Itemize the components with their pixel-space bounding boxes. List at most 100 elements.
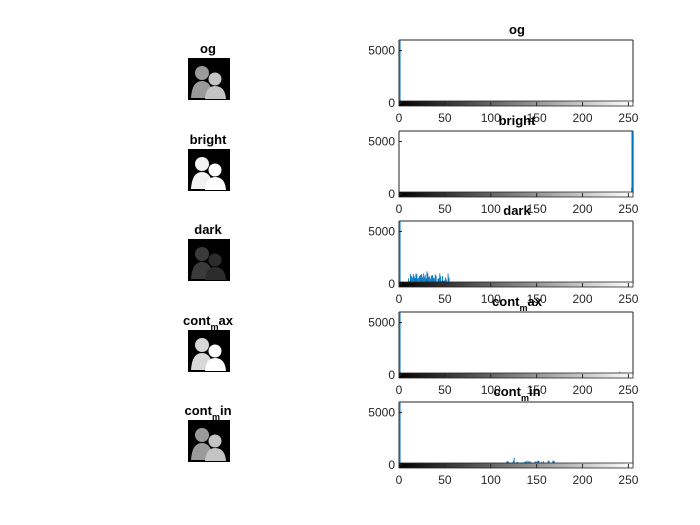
histogram-title-4: contmin (493, 384, 540, 403)
person-right-head (208, 163, 222, 177)
histogram-title-3: contmax (492, 294, 543, 313)
x-tick-label: 250 (618, 473, 638, 487)
x-tick-label: 100 (481, 202, 501, 216)
x-tick-label: 150 (527, 111, 547, 125)
x-tick-label: 150 (527, 383, 547, 397)
x-tick-label: 150 (527, 202, 547, 216)
histogram-bar (444, 277, 446, 284)
person-right-head (208, 253, 222, 267)
y-tick-label: 5000 (368, 44, 395, 58)
x-tick-label: 100 (481, 111, 501, 125)
person-right-body (205, 267, 226, 280)
y-tick-label: 0 (388, 187, 395, 201)
histogram-bar (422, 273, 424, 284)
histogram-title-1: bright (499, 113, 536, 128)
histogram-bar (448, 277, 450, 284)
histogram-bar (415, 273, 417, 284)
x-tick-label: 250 (618, 292, 638, 306)
y-tick-label: 0 (388, 96, 395, 110)
histogram-bar (442, 276, 444, 284)
histogram-bar (418, 277, 420, 284)
x-tick-label: 50 (438, 111, 452, 125)
y-tick-label: 0 (388, 368, 395, 382)
histogram-bar (412, 274, 414, 284)
histogram-bar (399, 312, 401, 375)
histogram-title-0: og (509, 22, 525, 37)
person-right-body (205, 86, 226, 99)
x-tick-label: 0 (396, 383, 403, 397)
histogram-bar (437, 278, 439, 284)
histogram-bar (429, 276, 431, 284)
person-left-head (195, 66, 209, 80)
y-tick-label: 5000 (368, 135, 395, 149)
x-tick-label: 50 (438, 473, 452, 487)
person-left-head (195, 247, 209, 261)
histogram-bar (438, 277, 440, 284)
histogram-bar (513, 457, 515, 465)
histogram-axes: 0 5000 0 50 100 150 200 250 bright (368, 113, 638, 216)
histogram-bar (428, 277, 430, 284)
y-tick-label: 0 (388, 277, 395, 291)
histogram-bar (411, 277, 413, 284)
x-tick-label: 200 (573, 111, 593, 125)
image-title-0: og (200, 41, 216, 56)
person-right-head (208, 344, 222, 358)
histogram-axes: 0 5000 0 50 100 150 200 250 contmax (368, 294, 638, 397)
histogram-bar (421, 277, 423, 284)
panel-0: og 0 5000 0 50 100 150 200 250 og (188, 22, 639, 125)
histogram-bar (427, 273, 429, 284)
histogram-bar (419, 275, 421, 284)
image-panel: bright (188, 132, 230, 191)
histogram-bar (410, 276, 412, 284)
gray-colorbar (398, 281, 634, 288)
person-right-body (205, 358, 226, 371)
y-tick-label: 5000 (368, 316, 395, 330)
person-right-head (208, 72, 222, 86)
x-tick-label: 50 (438, 292, 452, 306)
histogram-bar (417, 278, 419, 284)
x-tick-label: 150 (527, 292, 547, 306)
image-title-4: contmin (184, 403, 231, 422)
gray-colorbar (398, 191, 634, 198)
histogram-bar (399, 40, 401, 103)
histogram-bar (408, 278, 410, 284)
person-left-head (195, 338, 209, 352)
x-tick-label: 150 (527, 473, 547, 487)
histogram-bar (399, 402, 401, 465)
x-tick-label: 100 (481, 473, 501, 487)
person-right-body (205, 448, 226, 461)
histogram-bar (420, 275, 422, 284)
gray-colorbar (398, 100, 634, 107)
x-tick-label: 100 (481, 292, 501, 306)
histogram-bar (435, 275, 437, 284)
gray-colorbar (398, 372, 634, 379)
histogram-bar (440, 276, 442, 284)
x-tick-label: 250 (618, 202, 638, 216)
histogram-bar (434, 274, 436, 284)
histogram-bar (423, 276, 425, 284)
gray-colorbar (398, 462, 634, 469)
histogram-bar (399, 221, 401, 284)
image-panel: contmin (184, 403, 232, 462)
x-tick-label: 200 (573, 383, 593, 397)
y-tick-label: 5000 (368, 406, 395, 420)
image-panel: og (188, 41, 230, 100)
histogram-bar (430, 278, 432, 284)
x-tick-label: 0 (396, 473, 403, 487)
x-tick-label: 200 (573, 292, 593, 306)
histogram-bar (421, 274, 422, 284)
x-tick-label: 250 (618, 111, 638, 125)
histogram-bar (431, 275, 433, 284)
histogram-bar (416, 274, 418, 284)
panel-1: bright 0 5000 0 50 100 150 200 250 bright (188, 113, 639, 216)
image-title-1: bright (190, 132, 227, 147)
image-title-2: dark (194, 222, 222, 237)
x-tick-label: 200 (573, 473, 593, 487)
histogram-bar (432, 277, 434, 284)
x-tick-label: 0 (396, 202, 403, 216)
y-tick-label: 5000 (368, 225, 395, 239)
x-tick-label: 100 (481, 383, 501, 397)
